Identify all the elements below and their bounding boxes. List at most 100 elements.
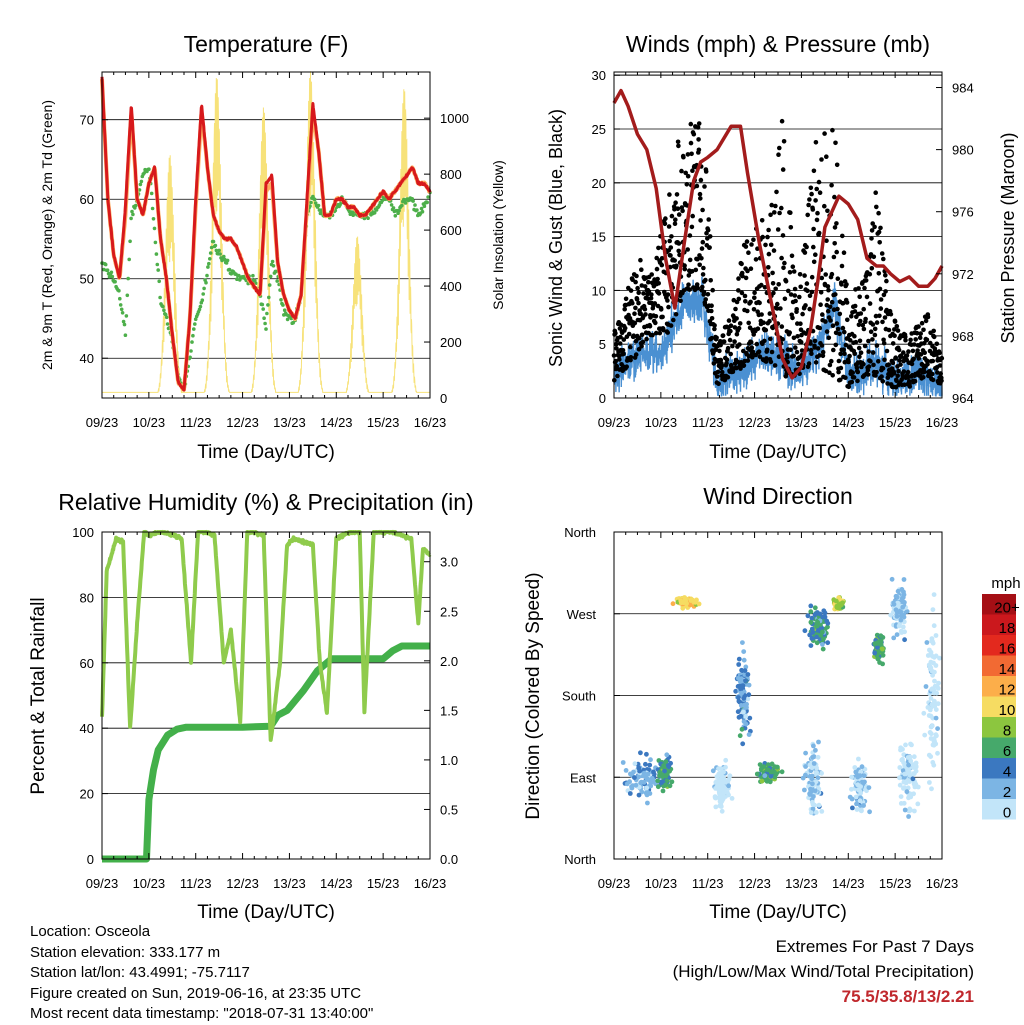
y-tick-label: 5 — [599, 337, 606, 352]
direction-point — [901, 625, 906, 630]
gust-point — [749, 266, 754, 271]
gust-point — [639, 344, 644, 349]
direction-point — [721, 770, 726, 775]
direction-point — [740, 727, 745, 732]
gust-point — [772, 248, 777, 253]
gust-point — [679, 169, 684, 174]
dewpoint-point — [309, 201, 313, 205]
dewpoint-point — [126, 277, 130, 281]
direction-point — [656, 784, 661, 789]
gust-point — [880, 251, 885, 256]
direction-point — [854, 795, 859, 800]
gust-point — [883, 315, 888, 320]
x-tick-label: 11/23 — [692, 415, 724, 430]
gust-point — [762, 339, 767, 344]
extremes-title: Extremes For Past 7 Days — [673, 934, 974, 959]
y-tick-label-right: 964 — [952, 391, 974, 406]
gust-point — [827, 336, 832, 341]
gust-point — [811, 227, 816, 232]
gust-point — [743, 294, 748, 299]
gust-point — [628, 345, 633, 350]
gust-point — [633, 280, 638, 285]
direction-point — [650, 777, 655, 782]
gust-point — [726, 375, 731, 380]
dewpoint-point — [199, 305, 203, 309]
direction-point — [736, 676, 741, 681]
y-tick-label: 100 — [72, 525, 94, 540]
gust-point — [749, 242, 754, 247]
gust-point — [852, 375, 857, 380]
x-tick-label: 11/23 — [180, 415, 212, 430]
x-tick-label: 15/23 — [367, 415, 400, 430]
direction-point — [769, 774, 774, 779]
gust-point — [695, 184, 700, 189]
direction-point — [717, 782, 722, 787]
x-tick-label: 12/23 — [738, 876, 771, 891]
direction-point — [927, 780, 932, 785]
humidity-xlabel: Time (Day/UTC) — [197, 902, 335, 923]
direction-point — [633, 761, 638, 766]
gust-point — [773, 204, 778, 209]
direction-point — [760, 779, 765, 784]
gust-point — [868, 272, 873, 277]
dewpoint-point — [157, 280, 161, 284]
gust-point — [865, 295, 870, 300]
gust-point — [757, 301, 762, 306]
gust-point — [659, 307, 664, 312]
gust-point — [667, 239, 672, 244]
gust-point — [699, 178, 704, 183]
y-tick-label: 40 — [80, 721, 94, 736]
dewpoint-point — [189, 349, 193, 353]
direction-point — [926, 705, 931, 710]
x-tick-label: 09/23 — [598, 415, 631, 430]
gust-point — [877, 314, 882, 319]
gust-point — [622, 307, 627, 312]
direction-label: North — [564, 525, 596, 540]
gust-point — [839, 282, 844, 287]
direction-point — [738, 733, 743, 738]
gust-point — [872, 254, 877, 259]
gust-point — [813, 339, 818, 344]
direction-point — [739, 687, 744, 692]
gust-point — [787, 330, 792, 335]
gust-point — [870, 266, 875, 271]
gust-point — [836, 276, 841, 281]
gust-point — [710, 316, 715, 321]
dewpoint-point — [251, 274, 255, 278]
gust-point — [725, 357, 730, 362]
humidity-ylabel: Percent & Total Rainfall — [28, 597, 49, 794]
gust-point — [877, 240, 882, 245]
gust-point — [752, 291, 757, 296]
temperature-ylabel-right: Solar Insolation (Yellow) — [490, 160, 506, 310]
gust-point — [671, 318, 676, 323]
direction-point — [739, 714, 744, 719]
x-tick-label: 13/23 — [273, 876, 306, 891]
gust-point — [882, 341, 887, 346]
figure: Temperature (F) 2m & 9m T (Red, Orange) … — [0, 0, 1024, 1024]
gust-point — [847, 354, 852, 359]
gust-point — [916, 324, 921, 329]
gust-point — [672, 258, 677, 263]
direction-point — [825, 640, 830, 645]
gust-point — [893, 355, 898, 360]
direction-point — [814, 766, 819, 771]
gust-point — [760, 218, 765, 223]
direction-point — [932, 623, 937, 628]
gust-point — [793, 287, 798, 292]
direction-point — [922, 733, 927, 738]
gust-point — [932, 335, 937, 340]
direction-point — [821, 637, 826, 642]
direction-point — [660, 773, 665, 778]
gust-point — [673, 200, 678, 205]
gust-point — [615, 374, 620, 379]
direction-point — [930, 760, 935, 765]
gust-point — [706, 217, 711, 222]
gust-point — [812, 260, 817, 265]
gust-point — [918, 331, 923, 336]
temp-9m-line — [102, 79, 430, 390]
gust-point — [636, 290, 641, 295]
gust-point — [793, 293, 798, 298]
gust-point — [688, 233, 693, 238]
gust-point — [774, 190, 779, 195]
direction-label: North — [564, 852, 596, 867]
